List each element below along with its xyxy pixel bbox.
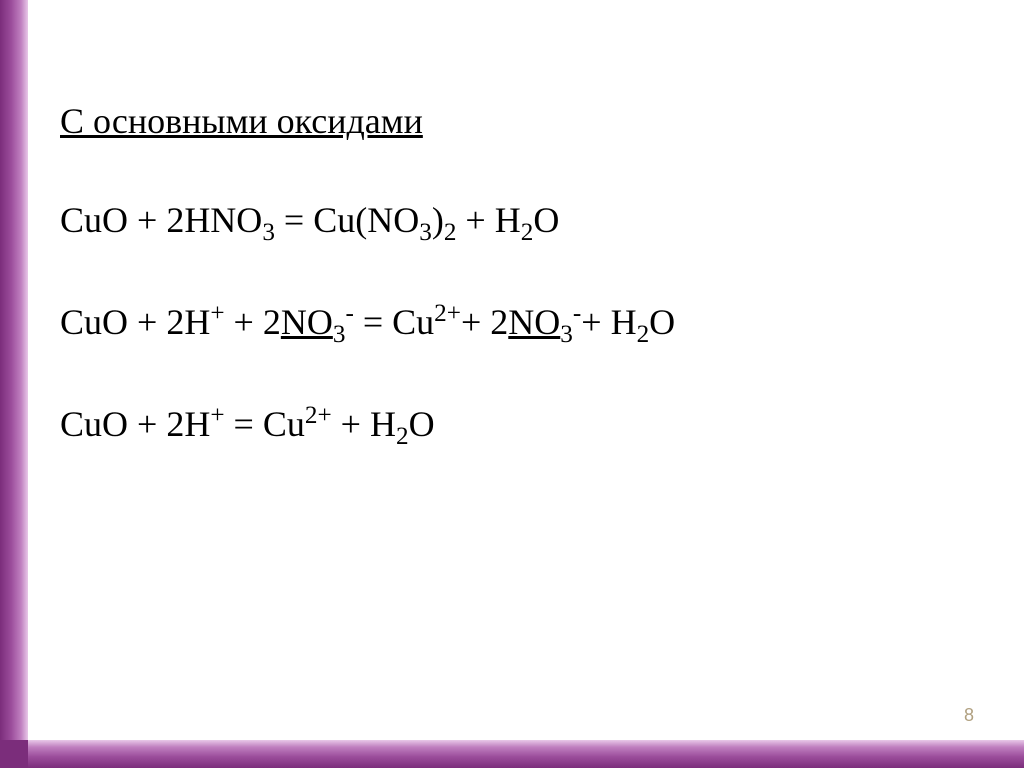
section-heading: С основными оксидами	[60, 100, 984, 142]
equation-full-ionic: CuO + 2H+ + 2NO3- = Cu2++ 2NO3-+ H2O	[60, 299, 984, 346]
equation-net-ionic: CuO + 2H+ = Cu2+ + H2O	[60, 401, 984, 448]
slide-content: С основными оксидами CuO + 2HNO3 = Cu(NO…	[60, 100, 984, 502]
page-number: 8	[964, 705, 974, 726]
equation-molecular: CuO + 2HNO3 = Cu(NO3)2 + H2O	[60, 197, 984, 244]
slide-border-bottom	[0, 740, 1024, 768]
slide-border-left	[0, 0, 28, 768]
slide-border-corner	[0, 740, 28, 768]
